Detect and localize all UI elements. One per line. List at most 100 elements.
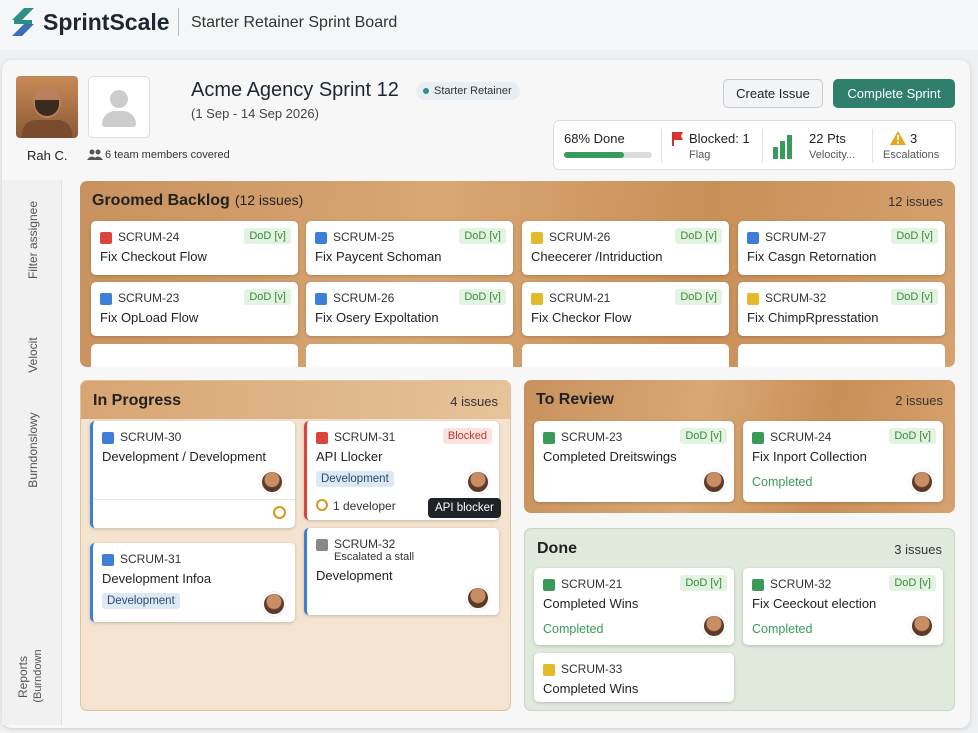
issue-key: SCRUM-25 (333, 230, 395, 244)
issue-key: SCRUM-21 (561, 577, 623, 591)
issue-key: SCRUM-31 (120, 552, 182, 566)
tooltip: API blocker (428, 498, 501, 518)
issue-card[interactable]: SCRUM-32 DoD [v] Fix Ceeckout election Comp… (743, 568, 943, 645)
sprint-badge: Starter Retainer (416, 82, 520, 100)
issue-icon (531, 232, 543, 244)
issue-key: SCRUM-26 (549, 230, 611, 244)
assignee-avatar (466, 586, 490, 610)
issue-key: SCRUM-31 (334, 430, 396, 444)
issue-key: SCRUM-32 (765, 291, 827, 305)
issue-key: SCRUM-24 (118, 230, 180, 244)
app-name: SprintScale (43, 9, 170, 35)
column-count: 12 issues (888, 194, 943, 209)
sprint-dates: (1 Sep - 14 Sep 2026) (191, 106, 319, 121)
assignee-avatar (910, 470, 934, 494)
column-subcount: (12 issues) (234, 192, 304, 208)
assignee-avatar (466, 470, 490, 494)
issue-card[interactable]: SCRUM-32 DoD [v] Fix ChimpRpresstation (738, 282, 945, 336)
issue-icon (316, 539, 328, 551)
issue-title: Fix OpLoad Flow (100, 310, 199, 325)
issue-card[interactable]: SCRUM-26 DoD [v] Cheecerer /Intriduction (522, 221, 729, 275)
issue-icon (315, 293, 327, 305)
column-header-bg (81, 381, 510, 419)
issue-badge: DoD [v] (675, 289, 722, 305)
warning-icon (890, 131, 906, 145)
assignee-avatar (262, 592, 286, 616)
issue-badge: DoD [v] (891, 289, 938, 305)
sidebar-item[interactable]: (Burndown (32, 649, 44, 703)
column-title: Groomed Backlog (12 issues) (92, 192, 304, 209)
team-icon (87, 149, 103, 160)
sprint-title: Acme Agency Sprint 12 (191, 79, 399, 101)
issue-card[interactable]: SCRUM-21 DoD [v] Fix Checkor Flow (522, 282, 729, 336)
stat-label: Blocked: 1 (689, 131, 750, 146)
clock-icon (316, 499, 328, 511)
issue-card[interactable]: SCRUM-33 Completed Wins (534, 653, 734, 702)
issue-icon (747, 293, 759, 305)
issue-title: Cheecerer /Intriduction (531, 249, 663, 264)
issue-key: SCRUM-33 (561, 662, 623, 676)
issue-icon (752, 579, 764, 591)
stat-label: 3 (910, 131, 918, 146)
column-count: 3 issues (894, 542, 942, 557)
team-text: 6 team members covered (105, 149, 230, 161)
column-title: To Review (536, 391, 614, 408)
issue-icon (100, 232, 112, 244)
issue-card[interactable]: SCRUM-25 DoD [v] Fix Paycent Schoman (306, 221, 513, 275)
stat-sub: Flag (689, 149, 711, 161)
issue-key: SCRUM-23 (118, 291, 180, 305)
issue-icon (100, 293, 112, 305)
issue-title: Development / Development (102, 449, 267, 464)
sidebar-item[interactable]: Velocit (26, 337, 40, 373)
issue-status: Completed (543, 622, 604, 636)
issue-title: Completed Wins (543, 681, 639, 696)
issue-title: Fix Ceeckout election (752, 596, 877, 611)
create-issue-button[interactable]: Create Issue (723, 79, 823, 108)
issue-card[interactable]: SCRUM-27 DoD [v] Fix Casgn Retornation (738, 221, 945, 275)
issue-badge: DoD [v] (675, 228, 722, 244)
sidebar-item[interactable]: Burndonslowy (26, 412, 40, 488)
column-title: In Progress (93, 392, 182, 409)
issue-badge: DoD [v] (244, 289, 291, 305)
issue-badge: DoD [v] (889, 575, 936, 591)
issue-card[interactable]: SCRUM-31 Development Infoa Development (90, 543, 295, 622)
issue-card[interactable]: SCRUM-21 DoD [v] Completed Wins Completed (534, 568, 734, 645)
card-divider (93, 499, 295, 500)
issue-status: Completed (752, 475, 813, 489)
issue-card[interactable]: SCRUM-26 DoD [v] Fix Osery Expoltation (306, 282, 513, 336)
issue-title: Fix Casgn Retornation (747, 249, 877, 264)
stat-sub: Velocity... (809, 149, 856, 161)
complete-sprint-button[interactable]: Complete Sprint (833, 79, 955, 108)
sprint-badge-text: Starter Retainer (434, 85, 512, 97)
top-bar (0, 0, 978, 50)
issue-subtitle: Escalated a stall (334, 551, 415, 563)
issue-key: SCRUM-30 (120, 430, 182, 444)
clock-icon (273, 506, 286, 519)
profile-photo (16, 76, 78, 138)
issue-title: Fix Checkor Flow (531, 310, 632, 325)
sidebar-item[interactable]: Filter assignee (26, 200, 40, 280)
issue-card[interactable]: SCRUM-23 DoD [v] Completed Dreitswings (534, 421, 734, 502)
issue-card[interactable]: SCRUM-23 DoD [v] Fix OpLoad Flow (91, 282, 298, 336)
issue-footer: 1 developer (333, 499, 396, 513)
assignee-avatar (910, 614, 934, 638)
stats-box: 68% Done Blocked: 1 Flag 22 Pts Velocity… (553, 120, 956, 170)
divider (178, 8, 179, 36)
column-title: Done (537, 540, 577, 557)
column-count: 4 issues (450, 394, 498, 409)
issue-card[interactable]: SCRUM-24 DoD [v] Fix Inport Collection Comp… (743, 421, 943, 502)
issue-title: Development (316, 568, 393, 583)
issue-badge: DoD [v] (891, 228, 938, 244)
issue-badge: Blocked (442, 428, 492, 444)
issue-card[interactable]: SCRUM-30 Development / Development (90, 421, 295, 528)
profile-name: Rah C. (27, 148, 68, 163)
sidebar-item[interactable]: Reports (16, 655, 30, 699)
column-count: 2 issues (895, 393, 943, 408)
issue-key: SCRUM-32 (334, 537, 396, 551)
issue-card[interactable]: SCRUM-24 DoD [v] Fix Checkout Flow (91, 221, 298, 275)
issue-status: Completed (752, 622, 813, 636)
issue-title: Development Infoa (102, 571, 212, 586)
